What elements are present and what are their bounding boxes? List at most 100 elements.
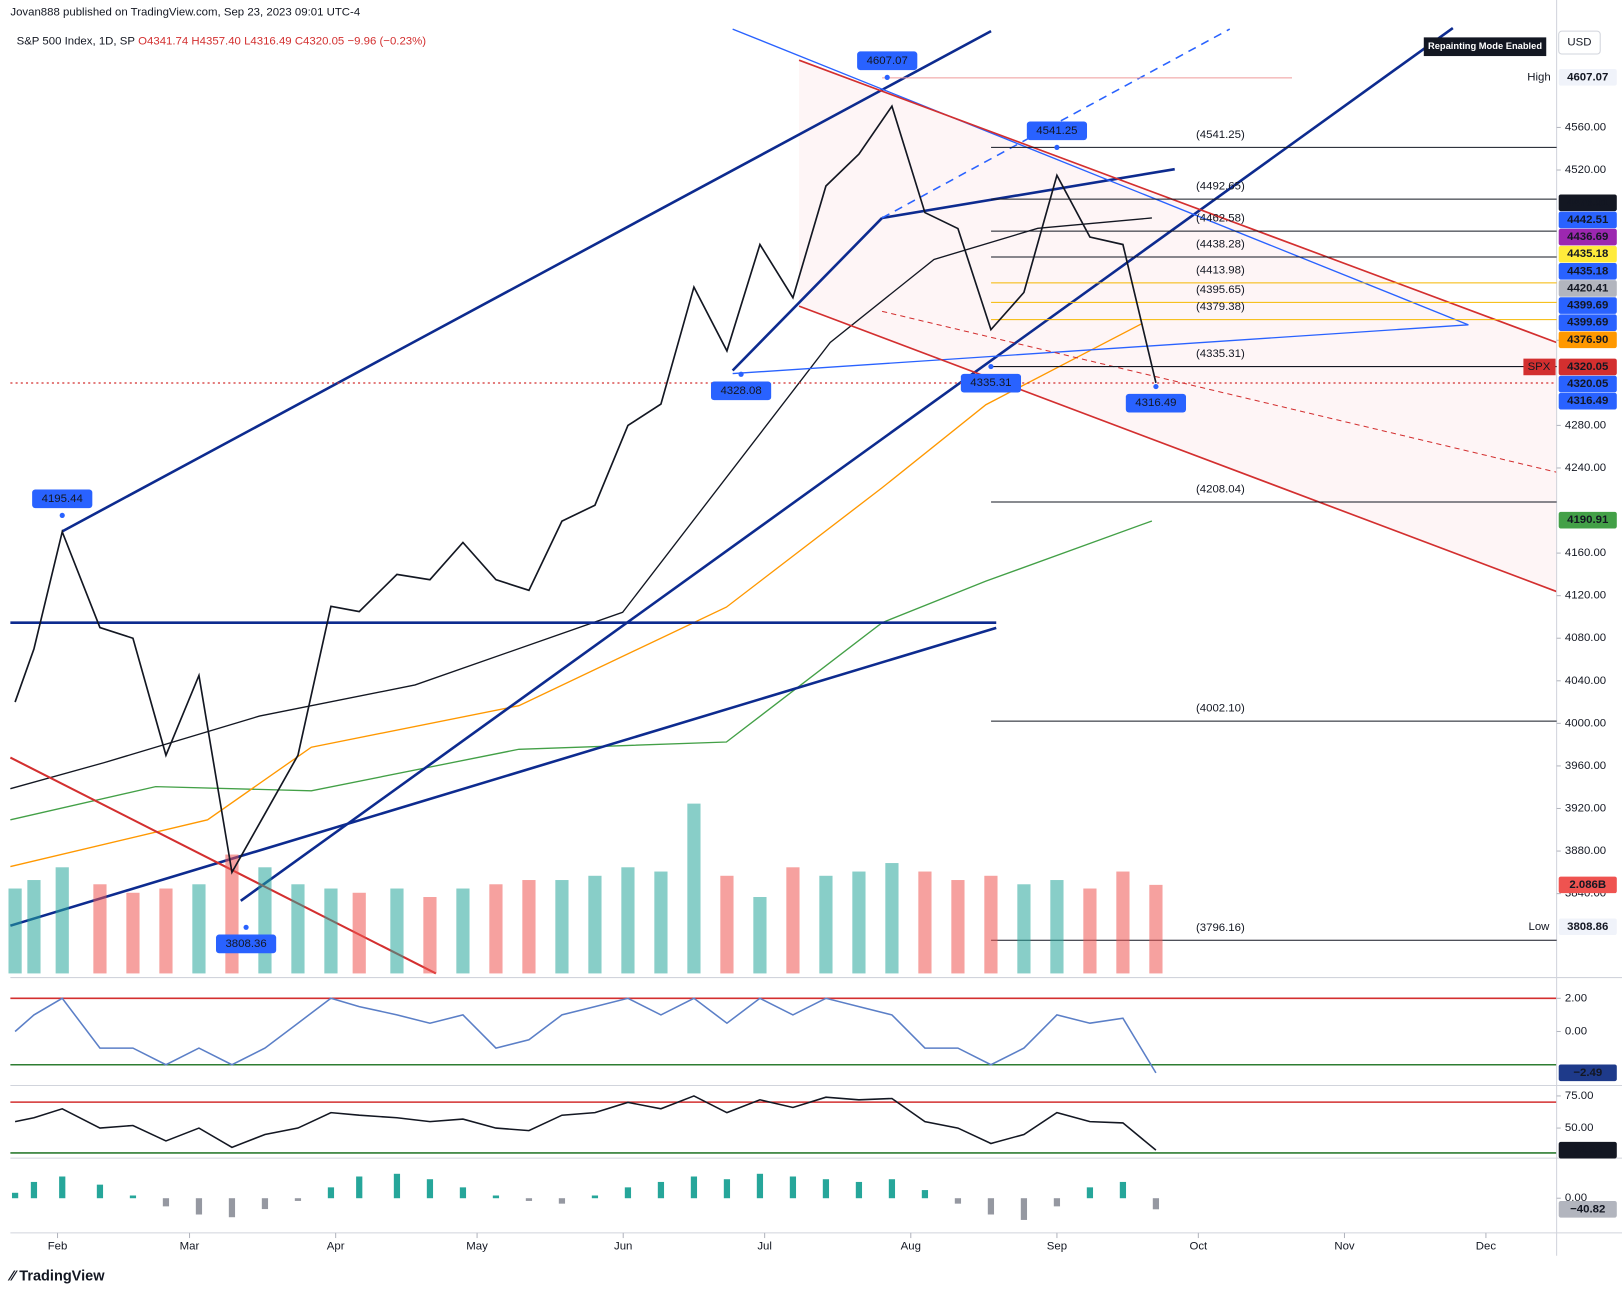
histogram-bar <box>294 1198 302 1201</box>
y-tick-label: 4280.00 <box>1565 419 1606 431</box>
volume-bar <box>489 884 503 974</box>
price-tag-label: 3808.86 <box>1567 921 1608 933</box>
indicator-tag-label: −40.82 <box>1570 1203 1605 1215</box>
y-tick-label: 4160.00 <box>1565 547 1606 559</box>
volume-bar <box>1083 888 1097 974</box>
price-tag-label: 4607.07 <box>1567 71 1608 83</box>
tag-prefix-bg <box>1523 358 1556 376</box>
y-tick-label: 50.00 <box>1565 1122 1594 1134</box>
trend-line-dashed <box>881 28 1231 219</box>
histogram-bar <box>11 1192 19 1199</box>
price-tag <box>1558 245 1617 263</box>
x-tick-label: Apr <box>327 1240 345 1252</box>
price-tag <box>1558 211 1617 229</box>
price-tag-label: 4420.41 <box>1567 282 1609 294</box>
currency[interactable]: USD <box>1567 37 1591 49</box>
volume-bar <box>588 875 602 974</box>
price-tag <box>1558 69 1617 86</box>
open: O4341.74 <box>138 36 189 48</box>
ma-green <box>10 520 1153 821</box>
volume-bar <box>885 863 899 974</box>
histogram-bar <box>954 1198 962 1204</box>
trend-line <box>731 217 884 372</box>
volume-bar <box>126 892 140 974</box>
callout-box <box>1026 121 1088 141</box>
y-tick-label: 4520.00 <box>1565 164 1606 176</box>
triangle-line <box>732 28 1469 326</box>
callout-point <box>884 74 890 80</box>
red-line <box>798 305 1557 593</box>
callout-box <box>1125 393 1187 413</box>
price-tag <box>1558 331 1617 349</box>
volume-bar <box>1149 884 1163 974</box>
red-line <box>798 59 1557 344</box>
x-tick-label: Mar <box>180 1240 200 1252</box>
volume-bar <box>984 875 998 974</box>
level-label: (4462.58) <box>1196 213 1245 225</box>
volume-bar <box>291 884 305 974</box>
footer-logo: ⁄⁄ TradingView <box>7 1268 105 1284</box>
histogram-bar <box>162 1198 170 1207</box>
level-label: (4413.98) <box>1196 264 1245 276</box>
volume-bar <box>324 888 338 974</box>
y-tick-label: 75.00 <box>1565 1090 1594 1102</box>
callout-label: 4607.07 <box>867 55 908 67</box>
price-tag-label: 4190.91 <box>1567 514 1609 526</box>
volume-bar <box>93 884 107 974</box>
indicator-line <box>14 997 1157 1074</box>
low: L4316.49 <box>244 36 292 48</box>
callout-label: 4335.31 <box>970 377 1011 389</box>
volume-bar <box>720 875 734 974</box>
histogram-bar <box>690 1176 698 1199</box>
plot: Feb Mar Apr May Jun Jul Aug Sep Oct Nov Dec3840.00… <box>8 51 1617 1252</box>
callout-label: 4195.44 <box>42 493 84 505</box>
histogram-bar <box>1119 1181 1127 1199</box>
histogram-bar <box>393 1173 401 1199</box>
volume-tag <box>1558 876 1617 894</box>
histogram-bar <box>888 1179 896 1199</box>
volume-bar <box>1050 880 1064 974</box>
tag-prefix: Low <box>1529 921 1551 933</box>
histogram-bar <box>855 1181 863 1199</box>
callout-box <box>960 373 1022 393</box>
trend-line <box>61 30 992 533</box>
callout-box <box>710 381 772 401</box>
price-line <box>14 104 1157 875</box>
histogram-bar <box>558 1198 566 1204</box>
price-tag-label: 4320.05 <box>1567 361 1609 373</box>
currency-button[interactable] <box>1558 30 1601 55</box>
volume-bar <box>8 888 22 974</box>
volume-bar <box>1116 871 1130 974</box>
price-tag-label: 4316.49 <box>1567 395 1608 407</box>
triangle-line <box>732 324 1469 375</box>
badge-bg <box>1423 37 1547 57</box>
red-line-dashed <box>881 310 1557 473</box>
y-tick-label: 4560.00 <box>1565 121 1606 133</box>
histogram-bar <box>59 1176 66 1199</box>
indicator-tag-label: 32.82 <box>1573 1144 1602 1156</box>
volume-bar <box>192 884 206 974</box>
price-tag <box>1558 297 1617 314</box>
callout-point <box>1153 383 1159 390</box>
tag-prefix-bg <box>1523 69 1556 86</box>
close: C4320.05 <box>295 36 344 48</box>
x-tick-label: Dec <box>1476 1240 1497 1252</box>
histogram-bar <box>723 1179 731 1199</box>
y-tick-label: 4080.00 <box>1565 632 1606 644</box>
y-tick-label: 3920.00 <box>1565 803 1606 815</box>
price-tag-label: 4399.69 <box>1567 317 1608 329</box>
histogram-bar <box>657 1181 665 1199</box>
histogram-bar <box>624 1187 632 1199</box>
price-tag-label: 4435.18 <box>1567 265 1608 277</box>
price-tag-label: 4399.69 <box>1567 300 1608 312</box>
level-label: (3796.16) <box>1196 922 1245 934</box>
histogram-bar <box>1053 1198 1061 1207</box>
histogram-bar <box>789 1176 797 1199</box>
volume-tag-label: 2.086B <box>1569 879 1606 891</box>
indicator-line <box>14 1095 1157 1151</box>
level-label: (4002.10) <box>1196 703 1245 715</box>
y-tick-label: 3960.00 <box>1565 760 1606 772</box>
price-tag <box>1558 194 1617 212</box>
